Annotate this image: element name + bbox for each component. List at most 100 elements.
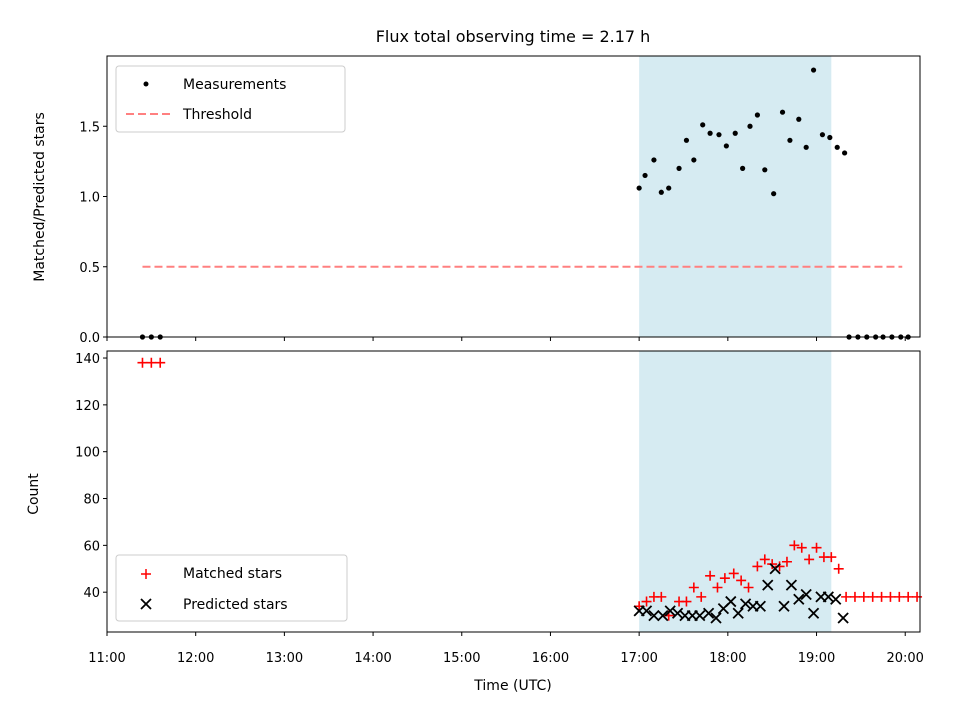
matched-stars-point — [696, 591, 707, 602]
x-axis-label: Time (UTC) — [473, 678, 551, 694]
matched-stars-point — [804, 554, 815, 565]
matched-stars-point — [796, 542, 807, 553]
predicted-stars-point — [837, 612, 849, 624]
matched-stars-point — [705, 570, 716, 581]
y-tick-label: 140 — [75, 352, 100, 367]
top-legend: Measurements Threshold — [115, 65, 346, 133]
predicted-stars-point — [671, 607, 684, 619]
matched-stars-point — [841, 591, 852, 602]
measurements-point — [642, 172, 648, 179]
x-tick-label: 18:00 — [709, 651, 746, 666]
predicted-stars-point — [800, 588, 812, 601]
predicted-stars-point — [830, 593, 842, 605]
top-panel-span — [639, 56, 832, 337]
matched-stars-point — [736, 575, 747, 586]
predicted-stars-point — [725, 595, 737, 608]
matched-stars-point — [656, 591, 667, 602]
bottom-y-axis-label: Count — [26, 473, 42, 515]
measurements-point — [796, 116, 802, 122]
x-tick-label: 16:00 — [532, 651, 569, 666]
y-tick-label: 80 — [83, 493, 100, 508]
predicted-stars-point — [694, 609, 706, 622]
matched-stars-point — [867, 591, 878, 602]
matched-stars-point — [759, 554, 770, 565]
predicted-stars-point — [807, 607, 820, 619]
measurements-point — [787, 137, 793, 143]
predicted-stars-point — [778, 600, 790, 612]
measurements-point — [819, 132, 826, 138]
bottom-legend: Matched stars Predicted stars — [115, 554, 348, 622]
top-y-axis-label: Matched/Predicted stars — [32, 112, 48, 282]
matched-stars-point — [885, 591, 896, 602]
measurements-point — [666, 185, 672, 191]
matched-stars-point — [903, 591, 914, 602]
predicted-stars-point — [739, 598, 752, 610]
legend-label-matched-stars: Matched stars — [183, 566, 282, 582]
matched-stars-point — [767, 559, 778, 570]
bottom-panel-span — [639, 351, 832, 632]
legend-marker-predicted-stars — [140, 598, 152, 610]
matched-stars-point — [137, 357, 148, 368]
x-tick-label: 13:00 — [266, 651, 303, 666]
matched-stars-point — [781, 556, 792, 567]
x-tick-label: 17:00 — [620, 651, 657, 666]
matched-stars-point — [849, 591, 860, 602]
matched-stars-point — [712, 582, 723, 593]
bottom-panel-y-ticks: 40 60 80 100 120 140 — [75, 352, 107, 601]
bottom-legend-box — [115, 554, 348, 622]
measurements-point — [827, 134, 833, 141]
x-tick-label: 11:00 — [88, 651, 125, 666]
y-tick-label: 120 — [75, 399, 100, 414]
matched-stars-point — [641, 596, 652, 607]
predicted-stars-point — [822, 591, 834, 603]
measurements-point — [723, 143, 729, 149]
predicted-stars-point — [657, 609, 669, 622]
matched-stars-point — [858, 591, 869, 602]
x-tick-label: 19:00 — [798, 651, 835, 666]
matched-stars-point — [752, 561, 763, 572]
y-tick-label: 40 — [83, 586, 100, 601]
measurements-point — [754, 112, 761, 118]
legend-label-threshold: Threshold — [182, 107, 252, 123]
measurements-point — [810, 67, 817, 73]
matched-stars-point — [688, 582, 699, 593]
matched-stars-point — [789, 540, 800, 551]
legend-label-predicted-stars: Predicted stars — [183, 597, 288, 613]
measurements-point — [651, 157, 657, 163]
x-tick-label: 12:00 — [177, 651, 214, 666]
legend-label-measurements: Measurements — [183, 77, 286, 93]
predicted-stars-point — [648, 609, 660, 622]
measurements-point — [636, 185, 642, 191]
measurements-point — [658, 189, 664, 195]
matched-stars-point — [826, 552, 837, 563]
y-tick-label: 60 — [83, 539, 100, 554]
matched-stars-point — [894, 591, 905, 602]
predicted-stars-point — [710, 612, 722, 624]
measurements-point — [834, 144, 840, 150]
measurements-point — [676, 165, 682, 171]
measurements-point — [771, 191, 777, 197]
predicted-stars-point — [769, 563, 781, 575]
legend-marker-matched-stars — [141, 569, 151, 579]
chart-title: Flux total observing time = 2.17 h — [376, 27, 651, 46]
predicted-stars-point — [732, 607, 744, 619]
measurements-point — [691, 157, 697, 163]
x-tick-label: 14:00 — [354, 651, 391, 666]
measurements-point — [842, 150, 848, 156]
y-tick-label: 0.0 — [79, 331, 100, 346]
matched-stars-point — [681, 596, 692, 607]
predicted-stars-point — [785, 579, 798, 591]
measurements-point — [700, 122, 706, 128]
bottom-panel: 40 60 80 100 120 140 11:00 12:00 13:00 14:00 15:0… — [26, 350, 924, 694]
measurements-point — [803, 144, 809, 150]
top-legend-box — [115, 65, 346, 133]
matched-stars-point — [719, 573, 730, 584]
bottom-panel-marks — [137, 357, 923, 624]
y-tick-label: 0.5 — [79, 261, 100, 276]
matched-stars-point — [811, 542, 822, 553]
predicted-stars-point — [754, 600, 766, 612]
predicted-stars-point — [793, 593, 805, 605]
matched-stars-point — [146, 357, 157, 368]
measurements-point — [716, 132, 722, 138]
